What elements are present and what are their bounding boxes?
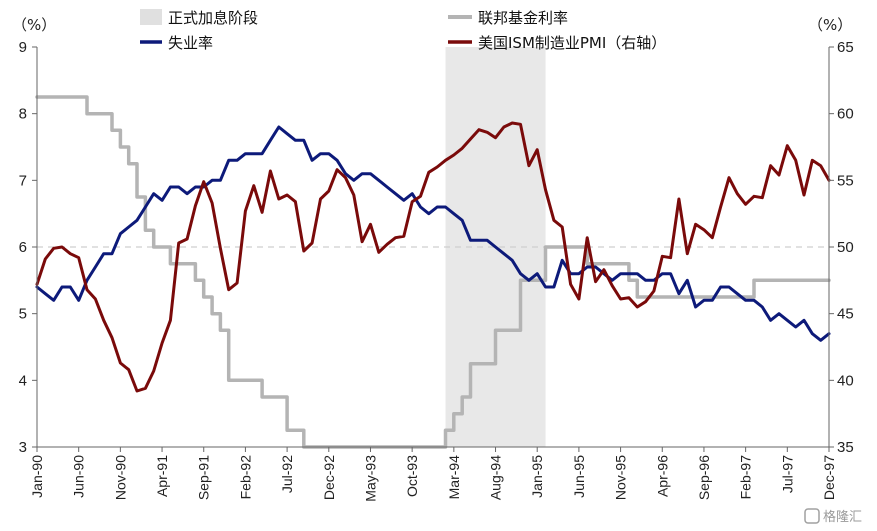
left-tick-label: 5 — [19, 306, 27, 323]
left-tick-label: 4 — [19, 372, 27, 389]
x-tick-label: Jul-97 — [779, 455, 795, 493]
x-tick-label: Nov-95 — [613, 455, 629, 500]
right-tick-label: 50 — [837, 239, 854, 256]
legend: 正式加息阶段 联邦基金利率 失业率 美国ISM制造业PMI（右轴） — [140, 9, 666, 52]
x-tick-label: Sep-96 — [696, 455, 712, 500]
right-axis-ticks: 35 40 45 50 55 60 65 — [829, 39, 854, 456]
right-tick-label: 35 — [837, 439, 854, 456]
x-axis-ticks: Jan-90 Jun-90 Nov-90 Apr-91 Sep-91 Feb-92 Jul-… — [29, 447, 837, 502]
x-tick-label: Nov-90 — [112, 455, 128, 500]
left-tick-label: 8 — [19, 106, 27, 123]
x-tick-label: Feb-97 — [738, 455, 754, 500]
x-tick-label: Aug-94 — [488, 455, 504, 500]
right-tick-label: 55 — [837, 172, 854, 189]
watermark: 格隆汇 — [804, 508, 862, 525]
left-tick-label: 6 — [19, 239, 27, 256]
x-tick-label: Jun-90 — [71, 455, 87, 498]
x-tick-label: Oct-93 — [404, 455, 420, 497]
x-tick-label: Jan-90 — [29, 455, 45, 498]
right-axis-unit: （%） — [808, 16, 852, 34]
legend-label-unemployment: 失业率 — [168, 34, 213, 52]
legend-label-fed-funds: 联邦基金利率 — [478, 9, 568, 27]
series-layer — [35, 95, 831, 449]
x-tick-label: Dec-97 — [821, 455, 837, 500]
watermark-logo-icon — [804, 508, 820, 524]
left-tick-label: 7 — [19, 172, 27, 189]
x-tick-label: Jan-95 — [529, 455, 545, 498]
legend-label-ism-pmi: 美国ISM制造业PMI（右轴） — [478, 34, 666, 52]
right-tick-label: 60 — [837, 106, 854, 123]
x-tick-label: Jul-92 — [279, 455, 295, 493]
right-tick-label: 40 — [837, 372, 854, 389]
legend-swatch-shaded-region — [140, 9, 162, 25]
left-axis-unit: （%） — [12, 16, 56, 34]
watermark-text: 格隆汇 — [823, 509, 862, 525]
right-tick-label: 45 — [837, 306, 854, 323]
left-tick-label: 9 — [19, 39, 27, 56]
x-tick-label: Jun-95 — [571, 455, 587, 498]
unemployment-rate-line — [35, 125, 831, 342]
x-tick-label: Dec-92 — [321, 455, 337, 500]
x-tick-label: Feb-92 — [237, 455, 253, 500]
x-tick-label: Apr-96 — [654, 455, 670, 497]
right-tick-label: 65 — [837, 39, 854, 56]
x-tick-label: Sep-91 — [196, 455, 212, 500]
ism-pmi-line — [35, 121, 831, 393]
x-tick-label: Mar-94 — [446, 455, 462, 500]
left-tick-label: 3 — [19, 439, 27, 456]
x-tick-label: Apr-91 — [154, 455, 170, 497]
x-tick-label: May-93 — [362, 455, 378, 502]
left-axis-ticks: 3 4 5 6 7 8 9 — [19, 39, 37, 456]
fed-funds-rate-line — [35, 95, 831, 449]
legend-label-shaded-region: 正式加息阶段 — [168, 9, 258, 27]
